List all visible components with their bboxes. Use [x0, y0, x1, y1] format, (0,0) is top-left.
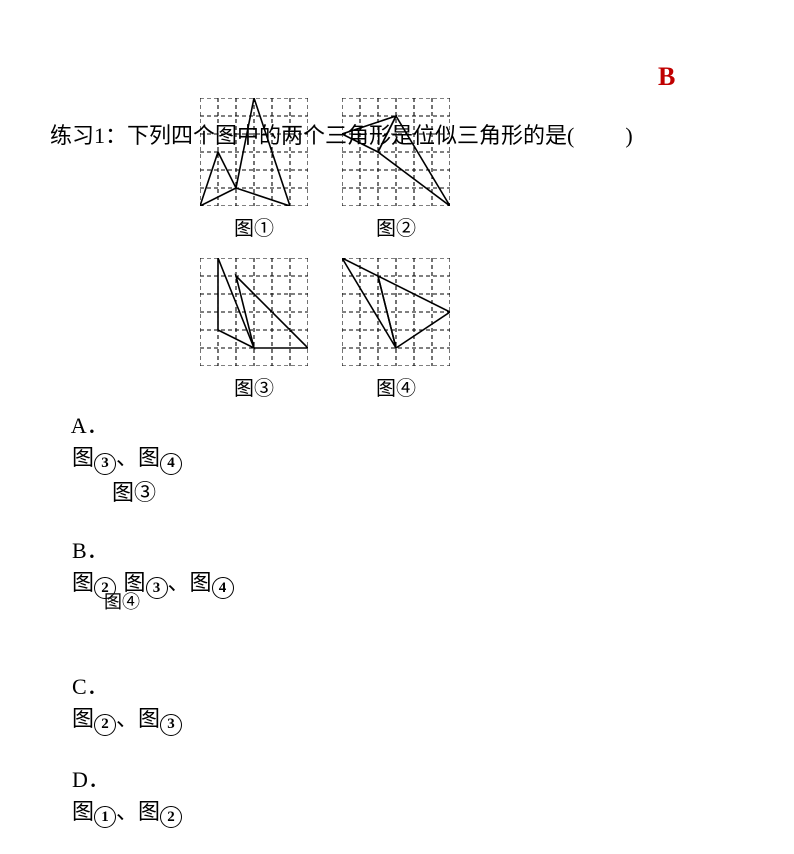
- answer-letter: B: [658, 62, 675, 92]
- option-c-sep: 、图: [116, 706, 160, 731]
- option-a-sep: 、图: [116, 445, 160, 470]
- stray-fig3-label: 图③: [112, 480, 156, 505]
- circled-2d: 2: [160, 806, 182, 828]
- option-b-letter: B．: [72, 538, 109, 563]
- overlay-fig4: 图④: [104, 588, 140, 614]
- figure-label-2: 图②: [376, 212, 416, 241]
- circled-3c: 3: [160, 714, 182, 736]
- option-d-fig: 图: [72, 799, 94, 824]
- circled-4a: 4: [160, 453, 182, 475]
- circled-3a: 3: [94, 453, 116, 475]
- option-a-letter: A．: [71, 413, 109, 438]
- circled-1d: 1: [94, 806, 116, 828]
- option-d-letter: D．: [72, 767, 110, 792]
- question-prefix: 练习1：下列四个图中的两个三角形是位似三角形的是(: [50, 123, 574, 148]
- figure-block-2: 图②: [342, 98, 450, 241]
- question-suffix: ): [625, 123, 632, 148]
- option-c-fig: 图: [72, 706, 94, 731]
- options-row-1: A． 图3、图4 图③ B． 图2图④ 图3、图4: [50, 382, 750, 625]
- figure-block-1: 图①: [200, 98, 308, 241]
- option-d-sep: 、图: [116, 799, 160, 824]
- figure-block-4: 图④: [342, 258, 450, 401]
- options-block: A． 图3、图4 图③ B． 图2图④ 图3、图4 C． 图2、图3 D． 图1…: [50, 382, 750, 854]
- circled-2c: 2: [94, 714, 116, 736]
- figure-svg-4: [342, 258, 450, 366]
- option-a-fig: 图: [72, 445, 94, 470]
- option-c-letter: C．: [72, 674, 109, 699]
- options-row-2: C． 图2、图3 D． 图1、图2: [50, 643, 750, 854]
- figure-block-3: 图③: [200, 258, 308, 401]
- option-b-fig: 图: [72, 570, 94, 595]
- figure-label-1: 图①: [234, 212, 274, 241]
- figure-svg-3: [200, 258, 308, 366]
- figure-svg-2: [342, 98, 450, 206]
- figure-svg-1: [200, 98, 308, 206]
- option-b-sep3: 、图: [168, 570, 212, 595]
